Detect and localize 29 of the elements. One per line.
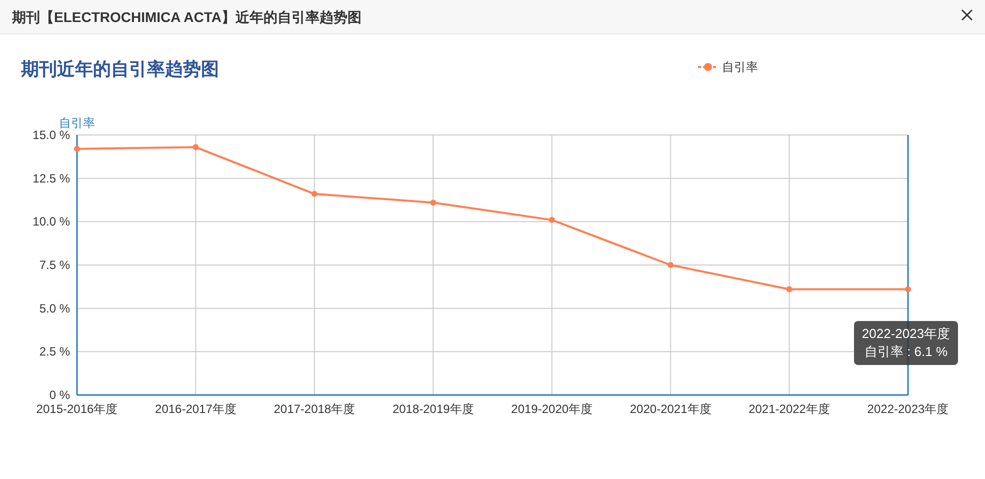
x-tick-label: 2022-2023年度 (867, 402, 949, 416)
y-axis-title: 自引率 (59, 116, 95, 130)
point (74, 146, 80, 152)
point (192, 144, 199, 150)
x-tick-label: 2021-2022年度 (748, 402, 830, 416)
y-tick-label: 5.0 % (39, 301, 70, 316)
x-tick-label: 2015-2016年度 (36, 402, 118, 416)
y-tick-label: 0 % (49, 388, 70, 402)
x-tick-label: 2018-2019年度 (392, 402, 474, 416)
chart-title: 期刊【ELECTROCHIMICA ACTA】近年的自引率趋势图 (11, 9, 362, 25)
y-tick-label: 12.5 % (32, 171, 70, 186)
chart-subtitle: 期刊近年的自引率趋势图 (20, 59, 219, 79)
y-tick-label: 2.5 % (39, 344, 70, 359)
x-tick-label: 2016-2017年度 (155, 402, 236, 416)
point (311, 190, 318, 197)
point (548, 216, 555, 223)
point (905, 286, 911, 292)
annotation: 2022-2023年度 (862, 326, 950, 341)
x-tick-label: 2020-2021年度 (630, 402, 712, 416)
legend-label: 自引率 (722, 60, 758, 74)
y-tick-label: 15.0 % (32, 128, 70, 142)
annotation: 自引率 : 6.1 % (864, 344, 948, 359)
point (430, 200, 436, 206)
y-tick-label: 7.5 % (39, 258, 70, 272)
point (668, 262, 674, 268)
x-tick-label: 2019-2020年度 (511, 402, 593, 416)
x-tick-label: 2017-2018年度 (274, 402, 356, 416)
point (786, 286, 792, 292)
y-tick-label: 10.0 % (32, 214, 70, 229)
